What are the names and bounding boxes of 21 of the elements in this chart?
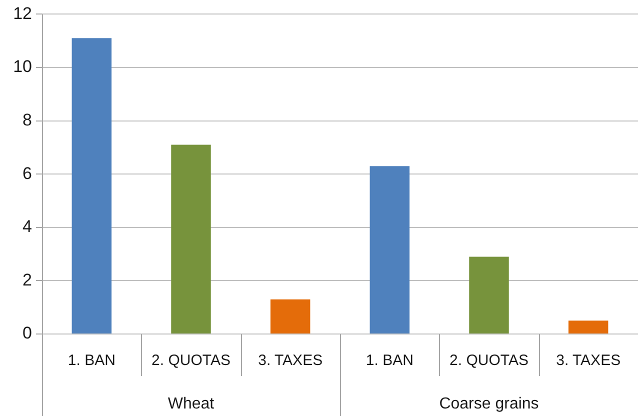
y-tick-label: 6 [22,164,32,183]
series-label: 3. TAXES [258,352,323,370]
y-tick-label: 10 [13,57,32,76]
x-tick-label: Wheat [168,395,215,412]
text: 3. TAXES [556,352,621,370]
bar [568,320,608,334]
bar [370,166,410,334]
bar [171,144,211,334]
series-label: 1. BAN [366,352,414,370]
text: 1. BAN [68,352,116,370]
y-tick-label: 0 [22,324,32,343]
y-tick-label: 8 [22,110,32,130]
bar [469,256,509,334]
y-tick-label: 2 [22,270,32,290]
series-label: 2. QUOTAS [450,352,528,370]
text: 2. QUOTAS [152,352,230,370]
y-tick-label: 12 [13,4,32,23]
bar [72,38,112,334]
bar [270,299,310,334]
x-tick-label: Coarse grains [439,395,539,412]
y-tick-label: 4 [22,217,32,236]
